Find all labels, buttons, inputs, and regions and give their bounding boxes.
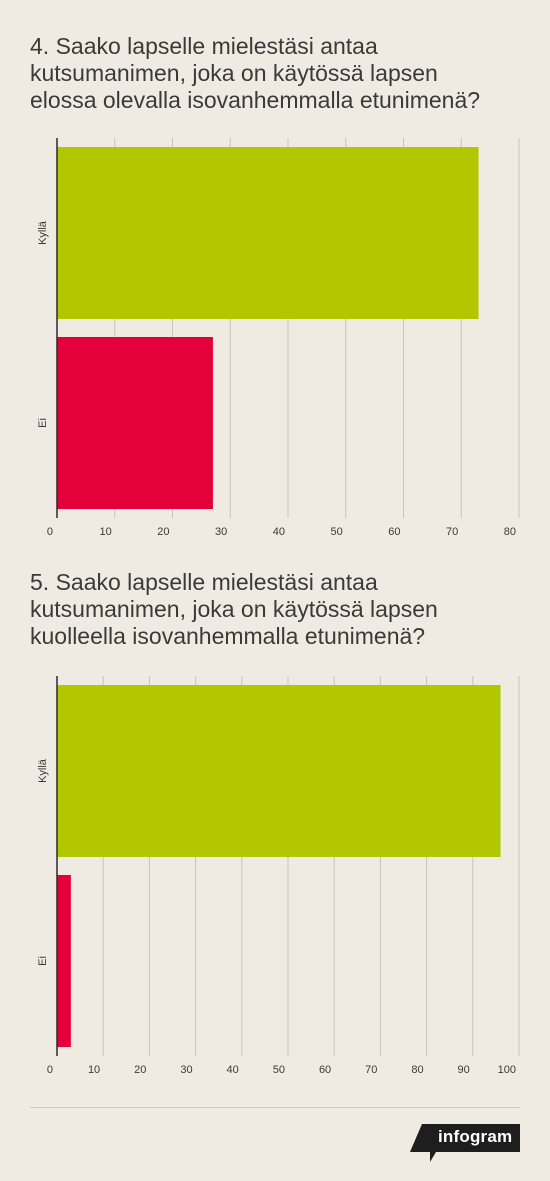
chart-1-tick-label: 30 — [215, 526, 227, 538]
chart-2-tick-label: 70 — [365, 1064, 377, 1076]
chart-2: Kyllä Ei 0 10 20 30 40 50 60 70 80 90 100 — [37, 676, 520, 1076]
chart-1-bar-ei — [57, 337, 213, 509]
chart-2-tick-label: 100 — [498, 1064, 516, 1076]
chart-2-tick-label: 30 — [180, 1064, 192, 1076]
chart-1-tick-label: 10 — [100, 526, 112, 538]
chart-1-bar-kyllä — [57, 147, 479, 319]
footer-divider — [30, 1107, 520, 1108]
infogram-logo[interactable] — [410, 1124, 520, 1164]
chart-2-tick-label: 40 — [227, 1064, 239, 1076]
chart-1-tick-label: 20 — [157, 526, 169, 538]
chart-2-tick-label: 50 — [273, 1064, 285, 1076]
chart-1: Kyllä Ei 0 10 20 30 40 50 60 70 80 — [37, 138, 520, 538]
chart-1-category-label: Kyllä — [37, 220, 49, 245]
chart-1-category-label: Ei — [37, 418, 49, 428]
chart-1-tick-label: 0 — [47, 526, 53, 538]
chart-2-bar-kyllä — [57, 685, 501, 857]
chart-2-tick-label: 80 — [411, 1064, 423, 1076]
chart-2-tick-label: 0 — [47, 1064, 53, 1076]
chart-2-category-label: Kyllä — [37, 758, 49, 783]
chart-2-category-label: Ei — [37, 956, 49, 966]
chart-2-tick-label: 10 — [88, 1064, 100, 1076]
chart-1-tick-label: 60 — [388, 526, 400, 538]
chart-1-tick-label: 70 — [446, 526, 458, 538]
chart-2-tick-label: 60 — [319, 1064, 331, 1076]
chart-1-tick-label: 50 — [331, 526, 343, 538]
chart-1-tick-label: 40 — [273, 526, 285, 538]
chart-2-tick-label: 90 — [458, 1064, 470, 1076]
chart-2-tick-label: 20 — [134, 1064, 146, 1076]
chart-1-tick-label: 80 — [504, 526, 516, 538]
chart-2-bar-ei — [57, 875, 71, 1047]
infogram-logo-text[interactable]: infogram — [438, 1127, 513, 1146]
chart-1-title: 4. Saako lapselle mielestäsi antaa kutsu… — [30, 33, 481, 113]
chart-2-title: 5. Saako lapselle mielestäsi antaa kutsu… — [30, 569, 438, 649]
